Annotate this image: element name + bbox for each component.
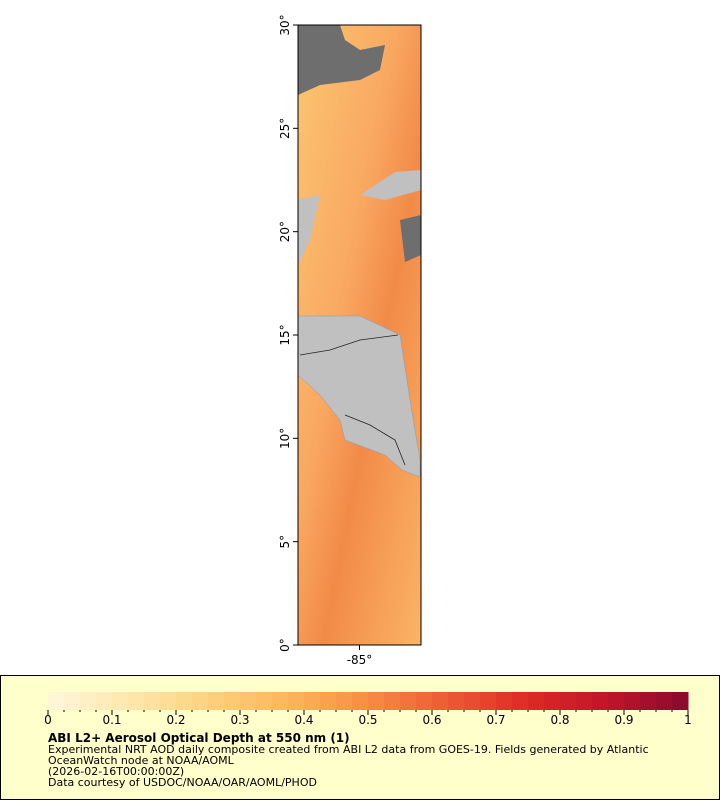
colorbar-tick-label: 0.8 (550, 713, 569, 727)
colorbar-step (368, 692, 385, 710)
y-tick-label: 25° (278, 118, 292, 139)
colorbar-step (448, 692, 465, 710)
colorbar-tick-label: 1 (684, 713, 692, 727)
colorbar-step (48, 692, 65, 710)
colorbar-step (208, 692, 225, 710)
colorbar-step (288, 692, 305, 710)
colorbar-step (640, 692, 657, 710)
y-tick-label: 5° (278, 535, 292, 549)
colorbar-step (352, 692, 369, 710)
colorbar-step (224, 692, 241, 710)
colorbar-step (400, 692, 417, 710)
colorbar-step (384, 692, 401, 710)
colorbar-step (576, 692, 593, 710)
legend-description: Data courtesy of USDOC/NOAA/OAR/AOML/PHO… (48, 776, 317, 789)
colorbar-step (544, 692, 561, 710)
colorbar-step (176, 692, 193, 710)
y-tick-label: 20° (278, 221, 292, 242)
colorbar-step (128, 692, 145, 710)
y-tick-label: 30° (278, 14, 292, 35)
no-data-land (298, 25, 385, 95)
colorbar-step (272, 692, 289, 710)
colorbar-step (672, 692, 689, 710)
colorbar-step (560, 692, 577, 710)
y-tick-label: 15° (278, 324, 292, 345)
colorbar-step (464, 692, 481, 710)
y-tick-label: 10° (278, 428, 292, 449)
colorbar-step (256, 692, 273, 710)
border (344, 414, 406, 466)
land (360, 170, 421, 200)
colorbar-step (528, 692, 545, 710)
y-tick-label: 0° (278, 638, 292, 652)
border (299, 334, 399, 356)
legend-title: ABI L2+ Aerosol Optical Depth at 550 nm … (48, 731, 350, 745)
legend-description: OceanWatch node at NOAA/AOML (48, 754, 235, 767)
colorbar-step (160, 692, 177, 710)
colorbar-step (624, 692, 641, 710)
colorbar-step (144, 692, 161, 710)
no-data-land (400, 215, 421, 262)
colorbar-tick-label: 0.4 (294, 713, 313, 727)
colorbar-step (64, 692, 81, 710)
colorbar-step (96, 692, 113, 710)
colorbar-step (608, 692, 625, 710)
colorbar-tick-label: 0.9 (614, 713, 633, 727)
colorbar-step (592, 692, 609, 710)
colorbar-tick-label: 0.1 (102, 713, 121, 727)
colorbar-step (336, 692, 353, 710)
colorbar-tick-label: 0.2 (166, 713, 185, 727)
legend-description: (2026-02-16T00:00:00Z) (48, 765, 184, 778)
x-tick-label: -85° (347, 653, 373, 667)
colorbar-step (192, 692, 209, 710)
legend-description: Experimental NRT AOD daily composite cre… (48, 743, 649, 756)
colorbar-step (512, 692, 529, 710)
colorbar-step (416, 692, 433, 710)
colorbar-step (656, 692, 673, 710)
colorbar-step (304, 692, 321, 710)
colorbar-step (480, 692, 497, 710)
colorbar-step (240, 692, 257, 710)
colorbar-step (320, 692, 337, 710)
colorbar-tick-label: 0.6 (422, 713, 441, 727)
colorbar-step (432, 692, 449, 710)
land (298, 195, 320, 265)
colorbar-tick-label: 0.7 (486, 713, 505, 727)
colorbar-step (80, 692, 97, 710)
colorbar-step (496, 692, 513, 710)
colorbar-tick-label: 0.5 (358, 713, 377, 727)
colorbar-step (112, 692, 129, 710)
colorbar-tick-label: 0.3 (230, 713, 249, 727)
colorbar-tick-label: 0 (44, 713, 52, 727)
